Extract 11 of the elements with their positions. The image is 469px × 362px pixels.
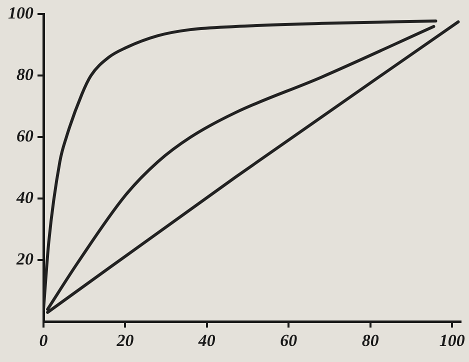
y-tick-label: 40 bbox=[16, 188, 34, 208]
x-tick-label: 60 bbox=[280, 331, 298, 350]
y-tick-label: 20 bbox=[16, 250, 34, 269]
x-tick-label: 100 bbox=[439, 331, 466, 350]
y-tick-label: 100 bbox=[8, 4, 34, 23]
x-tick-label: 20 bbox=[116, 331, 134, 350]
x-tick-label: 40 bbox=[197, 331, 216, 350]
x-tick-label: 0 bbox=[39, 331, 48, 350]
x-tick-label: 80 bbox=[362, 331, 380, 350]
y-tick-label: 80 bbox=[16, 65, 34, 84]
y-tick-label: 60 bbox=[16, 126, 34, 146]
